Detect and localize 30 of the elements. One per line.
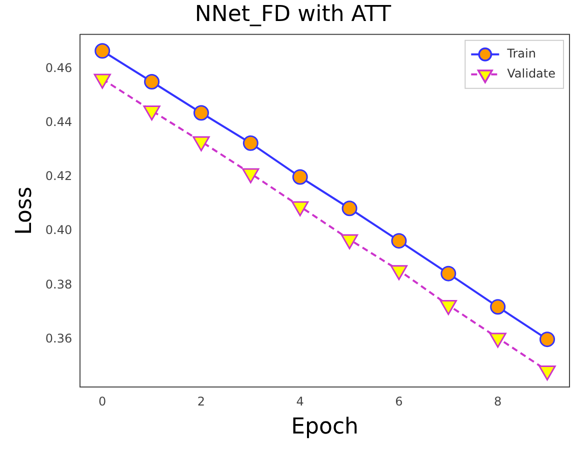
y-tick-label: 0.46 xyxy=(45,60,72,75)
point xyxy=(242,168,260,184)
y-tick-label: 0.44 xyxy=(45,114,72,129)
x-tick-label: 8 xyxy=(494,394,502,409)
y-axis-title: Loss xyxy=(12,186,37,235)
legend-label: Train xyxy=(506,46,536,61)
point xyxy=(390,265,408,280)
point xyxy=(94,43,110,59)
point xyxy=(242,135,258,151)
x-tick-label: 6 xyxy=(395,394,403,409)
point xyxy=(292,169,308,185)
point xyxy=(342,200,358,216)
legend-label: Validate xyxy=(507,66,556,81)
y-tick-label: 0.36 xyxy=(45,331,72,346)
x-tick-label: 4 xyxy=(296,394,304,409)
point xyxy=(193,105,209,121)
point xyxy=(538,365,556,380)
point xyxy=(292,201,309,216)
x-tick-label: 2 xyxy=(197,394,206,409)
y-tick-label: 0.42 xyxy=(45,169,72,184)
point xyxy=(340,234,358,250)
point xyxy=(440,300,457,315)
x-tick-label: 0 xyxy=(98,394,106,409)
point xyxy=(144,74,160,90)
point xyxy=(391,233,407,249)
y-tick-label: 0.38 xyxy=(45,277,72,292)
y-tick-label: 0.40 xyxy=(45,223,72,238)
x-axis-title: Epoch xyxy=(291,414,358,440)
point xyxy=(489,332,506,348)
chart-title: NNet_FD with ATT xyxy=(194,2,392,27)
